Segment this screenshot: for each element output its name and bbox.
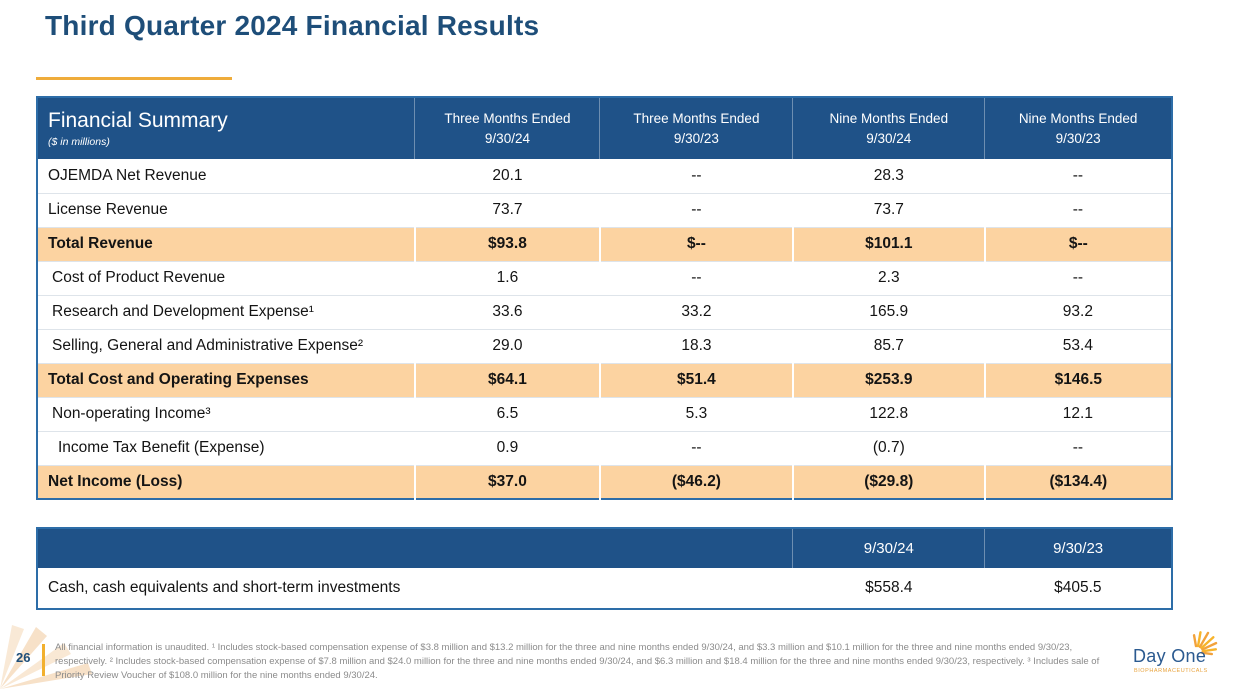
row-value: -- [599,192,793,227]
table-title: Financial Summary [48,109,228,133]
row-value: (0.7) [792,430,985,465]
row-value: 93.2 [984,294,1172,329]
row-value: 20.1 [414,159,600,193]
row-value: -- [599,430,793,465]
row-value: -- [984,159,1172,193]
table-row: OJEMDA Net Revenue 20.1 -- 28.3 -- [37,159,1172,193]
cash-table: 9/30/24 9/30/23 Cash, cash equivalents a… [36,527,1173,610]
day-one-logo: Day One BIOPHARMACEUTICALS [1133,618,1229,682]
row-label: OJEMDA Net Revenue [37,159,415,193]
row-value: $37.0 [413,464,600,499]
row-value: 12.1 [984,396,1172,431]
table-header-row: 9/30/24 9/30/23 [37,528,1172,568]
row-value: $51.4 [598,362,793,397]
row-value: 53.4 [984,328,1172,363]
row-value: -- [599,260,793,295]
financial-summary-table: Financial Summary ($ in millions) Three … [36,96,1173,500]
row-value: ($29.8) [791,464,985,499]
row-value: -- [984,192,1172,227]
row-value: $146.5 [983,362,1172,397]
footnote-text: All financial information is unaudited. … [55,641,1100,682]
row-value: 0.9 [414,430,600,465]
row-value: 122.8 [792,396,985,431]
row-value: $101.1 [791,226,985,261]
row-value: $558.4 [792,568,985,609]
column-header: Three Months Ended 9/30/24 [414,97,600,159]
table-row: Cost of Product Revenue 1.6 -- 2.3 -- [37,260,1172,295]
logo-subtext: BIOPHARMACEUTICALS [1134,668,1208,674]
row-label: License Revenue [37,192,415,227]
row-value: -- [984,260,1172,295]
page-number-divider [42,644,45,676]
sunburst-icon [1192,631,1218,656]
row-value: 165.9 [792,294,985,329]
row-label: Total Cost and Operating Expenses [37,362,415,397]
table-header-row: Financial Summary ($ in millions) Three … [37,97,1172,159]
row-value: ($134.4) [983,464,1172,499]
row-value: -- [599,159,793,193]
row-value: 18.3 [599,328,793,363]
row-label: Net Income (Loss) [37,464,415,499]
table-subtitle: ($ in millions) [48,135,110,148]
column-header: Three Months Ended 9/30/23 [599,97,793,159]
row-value: $253.9 [791,362,985,397]
row-label: Cost of Product Revenue [37,260,415,295]
column-header: 9/30/23 [984,528,1172,568]
row-value: 33.6 [414,294,600,329]
column-header: Nine Months Ended 9/30/24 [792,97,985,159]
row-value: $93.8 [413,226,600,261]
row-value: 6.5 [414,396,600,431]
row-value: 85.7 [792,328,985,363]
table-row-total-revenue: Total Revenue $93.8 $-- $101.1 $-- [37,226,1172,261]
row-label: Research and Development Expense¹ [37,294,415,329]
row-value: 73.7 [792,192,985,227]
table-row: License Revenue 73.7 -- 73.7 -- [37,192,1172,227]
table-row-total-expenses: Total Cost and Operating Expenses $64.1 … [37,362,1172,397]
table-row: Selling, General and Administrative Expe… [37,328,1172,363]
row-value: $-- [598,226,793,261]
table-row: Income Tax Benefit (Expense) 0.9 -- (0.7… [37,430,1172,465]
row-value: 29.0 [414,328,600,363]
row-value: 28.3 [792,159,985,193]
empty-header-cell [37,528,793,568]
page-number: 26 [16,650,31,665]
row-value: $-- [983,226,1172,261]
row-value: 5.3 [599,396,793,431]
row-value: 33.2 [599,294,793,329]
title-underline [36,77,232,80]
row-label: Non-operating Income³ [37,396,415,431]
row-label: Selling, General and Administrative Expe… [37,328,415,363]
row-value: $405.5 [984,568,1172,609]
row-label: Total Revenue [37,226,415,261]
page-title: Third Quarter 2024 Financial Results [45,10,540,41]
column-header: Nine Months Ended 9/30/23 [984,97,1172,159]
row-value: 1.6 [414,260,600,295]
row-value: 73.7 [414,192,600,227]
row-value: 2.3 [792,260,985,295]
logo-wordmark: Day One [1133,646,1207,666]
row-value: $64.1 [413,362,600,397]
row-value: -- [984,430,1172,465]
table-row-cash: Cash, cash equivalents and short-term in… [37,568,1172,609]
table-row: Non-operating Income³ 6.5 5.3 122.8 12.1 [37,396,1172,431]
row-label: Cash, cash equivalents and short-term in… [37,568,793,609]
table-row: Research and Development Expense¹ 33.6 3… [37,294,1172,329]
corner-rays-decoration [0,625,92,689]
table-row-net-income: Net Income (Loss) $37.0 ($46.2) ($29.8) … [37,464,1172,499]
column-header: 9/30/24 [792,528,985,568]
row-value: ($46.2) [598,464,793,499]
row-label: Income Tax Benefit (Expense) [37,430,415,465]
